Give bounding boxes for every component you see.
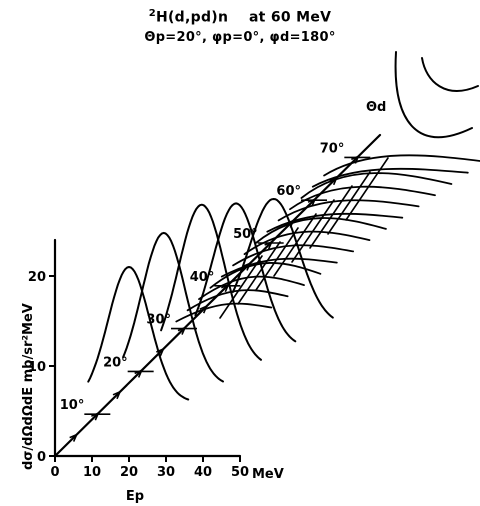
chart-subtitle: Θp=20°, φp=0°, φd=180° (144, 30, 336, 45)
y-tick-label: 10 (28, 360, 46, 375)
cross-section-curve (219, 255, 263, 319)
depth-tick-label: 10° (60, 398, 85, 413)
depth-tick (264, 240, 274, 250)
cross-section-curve (220, 257, 338, 278)
depth-tick (91, 411, 100, 421)
x-axis-unit: MeV (252, 467, 284, 482)
cross-section-curve (194, 202, 297, 343)
depth-axis-title: Θd (366, 100, 386, 115)
x-tick-label: 40 (194, 465, 212, 480)
cross-section-curve (323, 154, 480, 177)
depth-tick-label: 70° (320, 141, 345, 156)
cross-section-curve (309, 185, 353, 249)
x-tick-label: 50 (231, 465, 249, 480)
cross-section-curve (243, 230, 371, 255)
isotope-mass-number: 2 (148, 8, 156, 19)
cross-section-curve (394, 51, 473, 139)
depth-tick (307, 197, 317, 207)
cross-section-curve (160, 203, 262, 361)
energy-label: at 60 MeV (248, 9, 332, 26)
cross-section-curve (122, 231, 224, 383)
depth-tick (177, 326, 187, 335)
cross-section-curve (273, 213, 317, 277)
depth-tick (112, 390, 122, 400)
cross-section-curve (421, 57, 479, 92)
depth-tick-label: 40° (190, 270, 215, 285)
depth-tick (69, 433, 79, 442)
cross-section-curve (255, 227, 299, 291)
depth-tick-label: 20° (103, 355, 128, 370)
cross-section-curve (311, 167, 469, 188)
chart-title: 2H(d,pd)n at 60 MeV (0, 8, 480, 26)
depth-tick (199, 304, 209, 314)
y-tick-label: 20 (28, 270, 46, 285)
y-tick-label: 0 (37, 450, 46, 465)
cross-section-curve (266, 212, 404, 233)
depth-tick (134, 368, 144, 378)
cross-section-curve (345, 157, 389, 221)
cross-section-curve (289, 185, 436, 211)
cross-section-curve (231, 198, 334, 319)
cross-section-curve (209, 262, 322, 289)
cross-section-curve (87, 266, 190, 401)
x-tick-label: 0 (50, 465, 59, 480)
y-axis-label: dσ/dΩdΩdE mb/sr²MeV (21, 303, 36, 470)
depth-tick-label: 60° (276, 184, 301, 199)
reaction-label: H(d,pd)n (155, 9, 229, 26)
cross-section-curve (186, 289, 289, 312)
x-tick-label: 10 (83, 465, 101, 480)
cross-section-curve (291, 199, 335, 263)
cross-section-curve (277, 199, 420, 222)
cross-section-curve (327, 171, 371, 235)
cross-section-curve (237, 241, 281, 305)
x-tick-label: 30 (157, 465, 175, 480)
cross-section-curve (300, 172, 453, 199)
x-axis-label: Ep (126, 489, 144, 504)
x-tick-label: 20 (120, 465, 138, 480)
